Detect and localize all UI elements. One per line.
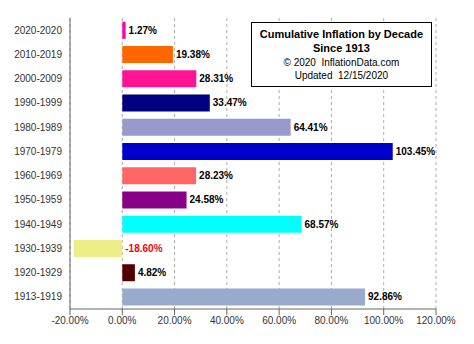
svg-text:68.57%: 68.57% [305,219,339,230]
svg-text:4.82%: 4.82% [138,267,166,278]
svg-text:-18.60%: -18.60% [125,243,162,254]
svg-text:40.00%: 40.00% [210,315,244,326]
svg-text:28.31%: 28.31% [199,73,233,84]
svg-text:1990-1999: 1990-1999 [14,97,62,108]
html-text:© 2020 InflationData.com: © 2020 InflationData.com [283,56,400,68]
svg-text:19.38%: 19.38% [176,49,210,60]
svg-text:1920-1929: 1920-1929 [14,267,62,278]
svg-text:24.58%: 24.58% [190,194,224,205]
svg-text:60.00%: 60.00% [262,315,296,326]
svg-text:80.00%: 80.00% [314,315,348,326]
html-text:Since 1913: Since 1913 [313,42,370,55]
svg-text:1.27%: 1.27% [129,25,157,36]
svg-text:1950-1959: 1950-1959 [14,194,62,205]
svg-text:103.45%: 103.45% [396,146,436,157]
svg-text:1960-1969: 1960-1969 [14,170,62,181]
svg-text:1913-1919: 1913-1919 [14,291,62,302]
svg-text:-20.00%: -20.00% [51,315,88,326]
html-text:Cumulative Inflation by Decade: Cumulative Inflation by Decade [259,28,423,40]
svg-text:1970-1979: 1970-1979 [14,146,62,157]
svg-text:0.00%: 0.00% [108,315,136,326]
svg-text:20.00%: 20.00% [158,315,192,326]
svg-text:28.23%: 28.23% [199,170,233,181]
svg-text:2000-2009: 2000-2009 [14,73,62,84]
svg-text:92.86%: 92.86% [368,291,402,302]
svg-text:100.00%: 100.00% [364,315,404,326]
svg-text:1940-1949: 1940-1949 [14,219,62,230]
svg-text:2020-2020: 2020-2020 [14,25,62,36]
svg-text:2010-2019: 2010-2019 [14,49,62,60]
svg-text:64.41%: 64.41% [294,122,328,133]
html-text:Updated 12/15/2020: Updated 12/15/2020 [294,69,389,81]
svg-text:120.00%: 120.00% [416,315,456,326]
svg-text:33.47%: 33.47% [213,97,247,108]
svg-text:1930-1939: 1930-1939 [14,243,62,254]
svg-text:1980-1989: 1980-1989 [14,122,62,133]
